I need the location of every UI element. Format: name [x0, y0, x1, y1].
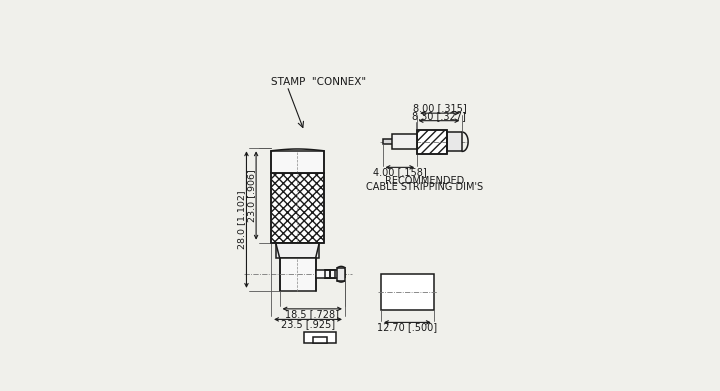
Text: 12.70 [.500]: 12.70 [.500]: [377, 322, 438, 332]
Bar: [447, 132, 462, 151]
Text: 28.0 [1.102]: 28.0 [1.102]: [237, 190, 246, 249]
Bar: [392, 134, 417, 149]
Bar: [417, 130, 447, 154]
Bar: [271, 173, 324, 242]
Text: CABLE STRIPPING DIM'S: CABLE STRIPPING DIM'S: [366, 182, 483, 192]
Bar: [305, 332, 336, 343]
Text: 8.00 [.315]: 8.00 [.315]: [413, 103, 467, 113]
Bar: [276, 242, 320, 258]
Text: 23.5 [.925]: 23.5 [.925]: [281, 319, 335, 329]
Bar: [381, 274, 433, 310]
Text: 4.00 [.158]: 4.00 [.158]: [373, 167, 427, 177]
Bar: [271, 151, 324, 173]
Bar: [330, 270, 335, 278]
Bar: [338, 267, 345, 281]
Bar: [325, 270, 330, 278]
Bar: [382, 139, 393, 144]
Text: RECOMMENDED: RECOMMENDED: [385, 176, 464, 186]
Text: 8.30 [.327]: 8.30 [.327]: [412, 111, 466, 121]
Bar: [417, 130, 447, 154]
Bar: [313, 337, 327, 343]
Bar: [325, 270, 330, 278]
Text: 18.5 [.728]: 18.5 [.728]: [285, 308, 339, 319]
Bar: [330, 270, 335, 278]
Bar: [315, 270, 345, 278]
Bar: [279, 258, 315, 291]
Text: 23.0 [.906]: 23.0 [.906]: [247, 169, 256, 222]
Text: STAMP  "CONNEX": STAMP "CONNEX": [271, 77, 366, 86]
Bar: [271, 173, 324, 242]
